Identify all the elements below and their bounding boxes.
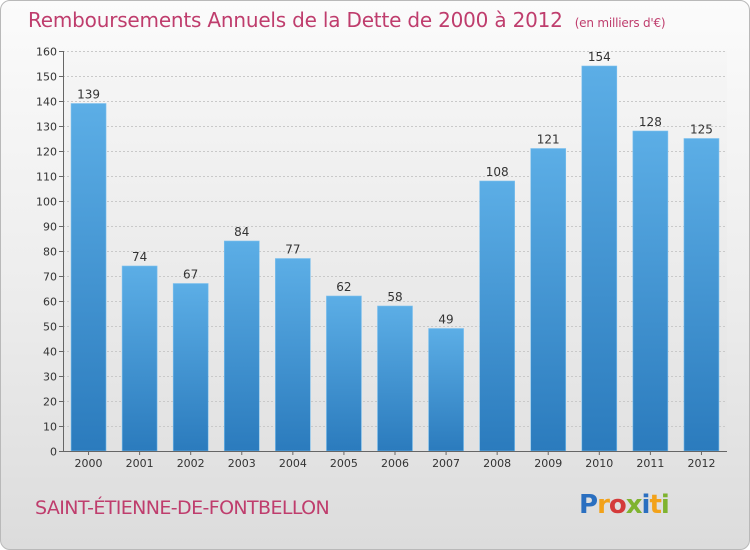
value-label-2005: 62 bbox=[336, 280, 351, 294]
y-tick-label: 60 bbox=[43, 296, 57, 309]
bar-2003 bbox=[223, 240, 260, 452]
bar-2001 bbox=[121, 265, 158, 452]
y-tick-label: 70 bbox=[43, 271, 57, 284]
bar-2010 bbox=[581, 65, 618, 452]
bar-2011 bbox=[632, 130, 669, 452]
x-tick-label-2012: 2012 bbox=[687, 457, 715, 470]
x-tick-label-2005: 2005 bbox=[330, 457, 358, 470]
x-tick-label-2001: 2001 bbox=[126, 457, 154, 470]
value-label-2012: 125 bbox=[690, 123, 713, 137]
y-tick-label: 80 bbox=[43, 246, 57, 259]
bars bbox=[70, 65, 720, 452]
bar-2009 bbox=[530, 148, 567, 452]
x-tick-label-2009: 2009 bbox=[534, 457, 562, 470]
y-tick-label: 50 bbox=[43, 321, 57, 334]
value-label-2007: 49 bbox=[438, 313, 453, 327]
value-label-2009: 121 bbox=[537, 133, 560, 147]
y-tick-label: 10 bbox=[43, 421, 57, 434]
y-tick-label: 120 bbox=[36, 146, 57, 159]
commune-name: SAINT-ÉTIENNE-DE-FONTBELLON bbox=[35, 497, 330, 519]
y-tick-label: 90 bbox=[43, 221, 57, 234]
y-tick-label: 0 bbox=[50, 446, 57, 459]
chart-title: Remboursements Annuels de la Dette de 20… bbox=[28, 8, 666, 32]
y-tick-label: 140 bbox=[36, 96, 57, 109]
bar-2000 bbox=[70, 103, 107, 452]
y-tick-label: 160 bbox=[36, 46, 57, 59]
bar-2002 bbox=[172, 283, 209, 452]
value-label-2006: 58 bbox=[387, 290, 402, 304]
chart-title-text: Remboursements Annuels de la Dette de 20… bbox=[28, 8, 563, 32]
y-tick-label: 110 bbox=[36, 171, 57, 184]
bar-2008 bbox=[479, 180, 515, 452]
x-tick-label-2010: 2010 bbox=[585, 457, 613, 470]
y-tick-label: 100 bbox=[36, 196, 57, 209]
x-tick-label-2011: 2011 bbox=[636, 457, 664, 470]
chart-subtitle: (en milliers d'€) bbox=[574, 16, 666, 30]
value-label-2011: 128 bbox=[639, 115, 662, 129]
x-tick-label-2006: 2006 bbox=[381, 457, 409, 470]
value-label-2000: 139 bbox=[77, 88, 100, 102]
proxiti-logo[interactable]: Proxiti bbox=[579, 490, 670, 520]
bar-2007 bbox=[428, 328, 464, 452]
y-tick-label: 150 bbox=[36, 71, 57, 84]
y-tick-label: 40 bbox=[43, 346, 57, 359]
y-tick-label: 20 bbox=[43, 396, 57, 409]
x-axis: 2000 2001 2002 2003 2004 2005 2006 2007 2008 2009… bbox=[63, 451, 727, 470]
x-tick-label-2002: 2002 bbox=[177, 457, 205, 470]
bar-2006 bbox=[377, 305, 413, 452]
x-tick-label-2000: 2000 bbox=[75, 457, 103, 470]
bar-2012 bbox=[683, 138, 720, 452]
y-tick-label: 30 bbox=[43, 371, 57, 384]
bar-2005 bbox=[326, 295, 362, 452]
bar-2004 bbox=[275, 258, 311, 452]
value-label-2001: 74 bbox=[132, 250, 147, 264]
value-label-2010: 154 bbox=[588, 50, 611, 64]
x-tick-label-2008: 2008 bbox=[483, 457, 511, 470]
y-tick-label: 130 bbox=[36, 121, 57, 134]
x-tick-label-2007: 2007 bbox=[432, 457, 460, 470]
y-axis: 0 10 20 30 40 50 60 70 80 90 100 110 120 130 140 150 160 bbox=[36, 46, 64, 459]
x-tick-label-2003: 2003 bbox=[228, 457, 256, 470]
value-labels: 139 74 67 84 77 62 58 49 108 121 154 128 125 bbox=[77, 50, 713, 327]
value-label-2002: 67 bbox=[183, 268, 198, 282]
value-label-2003: 84 bbox=[234, 225, 249, 239]
value-label-2004: 77 bbox=[285, 243, 300, 257]
x-tick-label-2004: 2004 bbox=[279, 457, 307, 470]
value-label-2008: 108 bbox=[486, 165, 509, 179]
